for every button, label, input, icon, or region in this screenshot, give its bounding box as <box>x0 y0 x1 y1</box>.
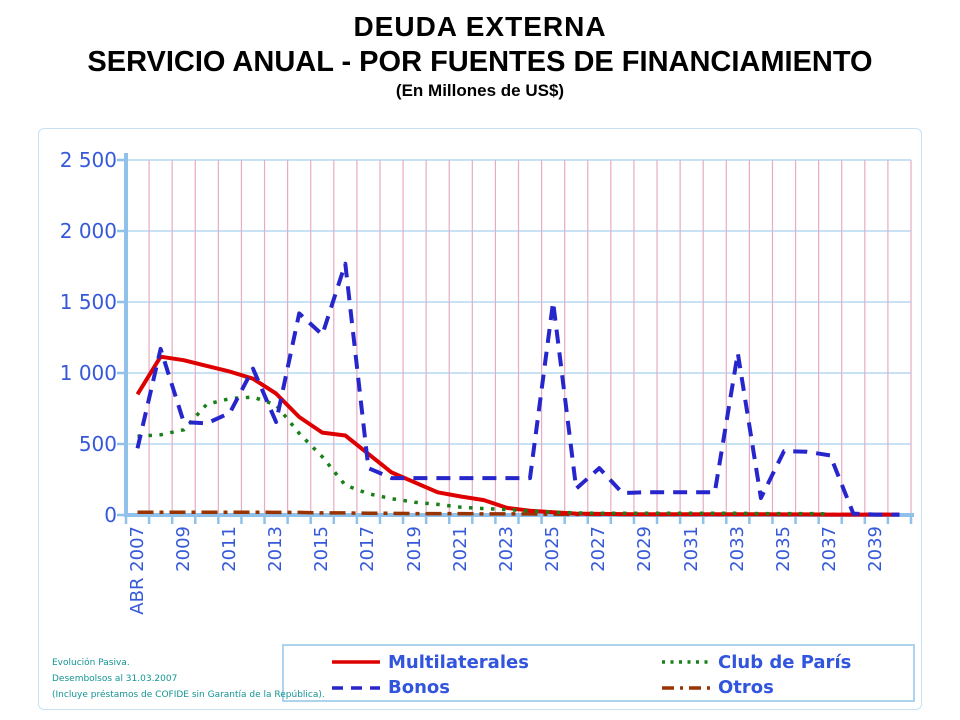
legend-item-otros: Otros <box>660 676 913 700</box>
legend-label-otros: Otros <box>718 677 774 698</box>
x-axis-tick-label: 2039 <box>865 526 887 572</box>
club-de-paris-line-swatch-icon <box>662 660 710 664</box>
x-axis-tick-label: 2015 <box>311 526 333 572</box>
legend-label-club-de-paris: Club de París <box>718 651 852 673</box>
x-axis-tick-label: 2027 <box>588 526 610 572</box>
y-axis-tick-label: 1 500 <box>59 290 117 314</box>
x-axis-tick-label: 2023 <box>495 526 517 572</box>
legend-item-multilaterales: Multilaterales <box>330 650 660 674</box>
y-axis-tick-label: 2 000 <box>59 219 117 243</box>
chart-title: DEUDA EXTERNA <box>353 11 607 42</box>
otros-line-swatch-icon <box>662 685 710 690</box>
footnotes: Evolución Pasiva. Desembolsos al 31.03.2… <box>52 655 325 703</box>
x-axis-tick-label: 2035 <box>773 526 794 572</box>
x-axis-tick-label: 2025 <box>542 526 564 572</box>
chart-units-label: (En Millones de US$) <box>395 81 565 100</box>
x-axis-tick-label: 2037 <box>819 526 841 572</box>
x-axis-tick-label: 2029 <box>634 526 656 572</box>
chart-frame: 0 500 1 000 1 500 2 000 2 500 ABR 2007 2009 201… <box>38 128 922 710</box>
x-axis-tick-label: 2011 <box>218 526 240 572</box>
x-axis-tick-label: 2031 <box>680 526 702 572</box>
x-axis-tick-label: 2009 <box>172 526 194 572</box>
footnote-line-2: Desembolsos al 31.03.2007 <box>52 674 178 684</box>
y-axis-tick-label: 500 <box>78 432 117 456</box>
plot-area <box>117 153 914 524</box>
legend-item-bonos: Bonos <box>330 676 660 700</box>
x-axis-tick-label: 2013 <box>265 526 287 572</box>
series-line-Bonos <box>135 261 900 517</box>
bonos-line-swatch-icon <box>332 685 380 690</box>
x-axis-tick-label: 2019 <box>403 526 425 572</box>
y-axis-tick-label: 2 500 <box>59 148 117 172</box>
y-axis-tick-label: 1 000 <box>59 361 117 385</box>
y-axis-tick-label: 0 <box>104 503 117 527</box>
series-line-Multilaterales <box>135 354 900 517</box>
legend-label-bonos: Bonos <box>388 677 450 698</box>
legend-label-multilaterales: Multilaterales <box>388 651 529 673</box>
chart-subtitle: SERVICIO ANUAL - POR FUENTES DE FINANCIA… <box>87 46 873 78</box>
footnote-line-1: Evolución Pasiva. <box>52 658 130 668</box>
legend: Multilaterales Club de París Bonos Otros <box>282 644 915 702</box>
title-block: DEUDA EXTERNA SERVICIO ANUAL - POR FUENT… <box>0 10 960 102</box>
legend-item-club-de-paris: Club de París <box>660 650 913 674</box>
x-axis-tick-label: 2021 <box>449 526 471 572</box>
x-axis-tick-label: ABR 2007 <box>126 526 148 615</box>
x-axis-tick-label: 2017 <box>357 526 379 572</box>
x-axis-tick-label: 2033 <box>726 526 748 572</box>
footnote-line-3: (Incluye préstamos de COFIDE sin Garantí… <box>52 690 325 700</box>
multilaterales-line-swatch-icon <box>332 660 380 664</box>
